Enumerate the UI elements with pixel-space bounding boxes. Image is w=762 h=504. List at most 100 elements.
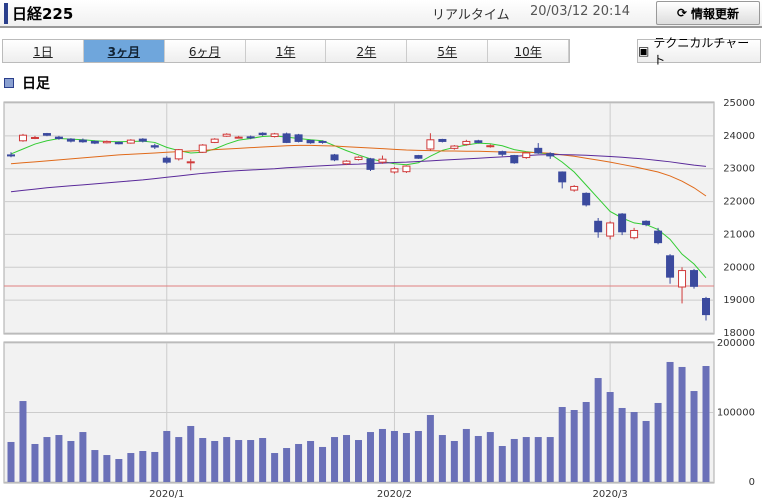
- tab[interactable]: 2年: [326, 40, 408, 62]
- volume-bar: [271, 453, 279, 482]
- tab[interactable]: 3ヶ月: [83, 40, 165, 62]
- candle-body: [522, 152, 531, 159]
- volume-bar: [414, 430, 422, 482]
- candle-body: [666, 255, 675, 278]
- volume-bar: [139, 451, 147, 482]
- volume-bar: [103, 455, 111, 482]
- volume-bar: [127, 453, 135, 482]
- candle-body: [222, 133, 231, 137]
- y-tick-label: 25000: [723, 98, 755, 109]
- volume-bar: [187, 425, 195, 482]
- volume-bar: [343, 435, 351, 482]
- volume-bar: [175, 437, 183, 482]
- candle-body: [426, 139, 435, 150]
- volume-bar: [462, 428, 470, 482]
- volume-bar: [450, 440, 458, 482]
- volume-bar: [211, 440, 219, 482]
- tab[interactable]: 10年: [488, 40, 570, 62]
- volume-bar: [474, 435, 482, 482]
- volume-bar: [690, 391, 698, 482]
- tab[interactable]: 5年: [407, 40, 489, 62]
- candle-body: [678, 270, 687, 288]
- candle-body: [282, 133, 291, 143]
- volume-bar: [19, 401, 27, 482]
- volume-bar: [582, 402, 590, 482]
- volume-bar: [666, 361, 674, 482]
- volume-bar: [522, 437, 530, 482]
- refresh-button[interactable]: ⟳ 情報更新: [656, 1, 760, 25]
- candle-body: [306, 139, 315, 144]
- volume-bar: [654, 402, 662, 482]
- volume-bar: [678, 366, 686, 482]
- candle-body: [702, 298, 710, 316]
- candle-body: [390, 168, 399, 173]
- volume-bar: [630, 412, 638, 482]
- volume-bar: [558, 407, 566, 482]
- chart: 18000 19000 20000 21000 22000 23000 24000 25000…: [3, 98, 755, 500]
- technical-button[interactable]: ▣ テクニカルチャート: [637, 36, 761, 67]
- moving-average: [10, 144, 707, 197]
- volume-bar: [223, 437, 231, 482]
- candle-body: [498, 151, 507, 155]
- candle-body: [654, 230, 663, 244]
- volume-bar: [7, 441, 15, 482]
- candle-body: [114, 141, 123, 145]
- volume-bar: [283, 448, 291, 482]
- volume-bar: [570, 409, 578, 482]
- volume-bar: [151, 451, 159, 482]
- candle-body: [198, 144, 207, 153]
- volume-bar: [498, 445, 506, 482]
- y-tick-label: 0: [749, 477, 755, 488]
- candle-body: [54, 136, 63, 139]
- candle-body: [138, 138, 147, 142]
- volume-bar: [247, 440, 255, 482]
- volume-bar: [366, 432, 374, 482]
- y-tick-label: 19000: [723, 295, 755, 306]
- candle-body: [690, 270, 699, 287]
- candle-body: [126, 139, 135, 144]
- volume-bar: [199, 438, 207, 482]
- x-tick-label: 2020/3: [593, 489, 628, 500]
- candle-body: [414, 155, 423, 159]
- candle-body: [366, 158, 375, 170]
- volume-bar: [235, 440, 243, 482]
- volume-bar: [510, 438, 518, 482]
- tab[interactable]: 1日: [3, 40, 84, 62]
- volume-bar: [319, 446, 327, 482]
- refresh-label[interactable]: 情報更新: [691, 6, 740, 21]
- volume-bar: [31, 443, 39, 482]
- candle-body: [342, 160, 351, 165]
- volume-bar: [163, 430, 171, 482]
- candle-body: [594, 220, 603, 233]
- volume-bar: [295, 443, 303, 482]
- moving-average: [10, 154, 707, 193]
- candle-body: [438, 138, 447, 142]
- tab[interactable]: 6ヶ月: [165, 40, 246, 62]
- candle-body: [510, 155, 519, 164]
- title: 日経225: [4, 3, 73, 24]
- candle-body: [558, 171, 567, 183]
- candle-body: [486, 145, 495, 148]
- candle-body: [270, 133, 279, 138]
- y-tick-label: 20000: [723, 262, 755, 273]
- candle-body: [246, 136, 255, 139]
- volume-bar: [606, 391, 614, 482]
- candle-body: [186, 161, 195, 164]
- y-tick-label: 23000: [723, 164, 755, 175]
- candle-body: [582, 192, 591, 206]
- volume-bar: [642, 420, 650, 482]
- candle-body: [330, 154, 339, 161]
- technical-label[interactable]: テクニカルチャート: [653, 36, 750, 67]
- candle-body: [618, 213, 627, 233]
- candle-body: [546, 153, 555, 157]
- candle-body: [258, 132, 267, 136]
- volume-bar: [486, 432, 494, 482]
- volume-bar: [55, 435, 63, 482]
- timestamp: 20/03/12 20:14: [530, 4, 630, 19]
- candle-body: [378, 158, 387, 163]
- candle-body: [18, 134, 27, 142]
- volume-bar: [91, 450, 99, 482]
- tab[interactable]: 1年: [246, 40, 327, 62]
- tabs: 1日 3ヶ月 6ヶ月 1年 2年 5年 10年: [2, 39, 570, 63]
